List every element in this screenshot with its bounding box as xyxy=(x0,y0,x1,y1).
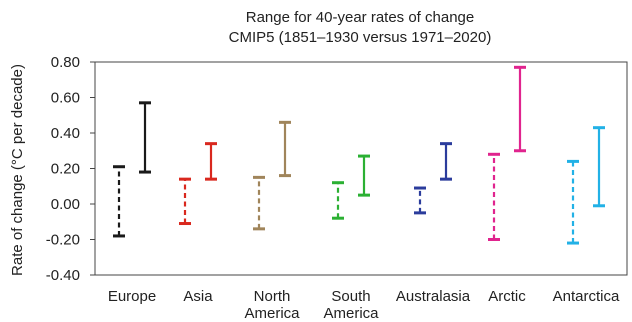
range-bar-late xyxy=(358,154,370,197)
range-bar-late xyxy=(205,142,217,181)
range-bar-early xyxy=(113,165,125,238)
range-bar-late xyxy=(593,126,605,208)
category-label: Europe xyxy=(108,288,156,305)
range-bar-early xyxy=(567,159,579,245)
category-label: South xyxy=(331,288,370,305)
range-bar-early xyxy=(414,186,426,215)
y-axis-label: Rate of change (°C per decade) xyxy=(9,64,26,276)
chart-title-line-1: Range for 40-year rates of change xyxy=(246,9,474,26)
chart-title-line-2: CMIP5 (1851–1930 versus 1971–2020) xyxy=(229,29,492,46)
category-labels: Europe Asia NorthAmericaSouthAmericaAustra… xyxy=(108,288,620,322)
category-label: Arctic xyxy=(488,288,526,305)
range-marks xyxy=(113,65,605,245)
plot-frame xyxy=(94,61,628,276)
range-bar-late xyxy=(514,65,526,153)
category-label: North xyxy=(254,288,291,305)
range-bar-late xyxy=(139,101,151,174)
y-axis: 0.80 0.60 0.40 0.20 0.00 -0.20 -0.40 xyxy=(46,54,95,284)
category-label: Antarctica xyxy=(553,288,620,305)
range-bar-early xyxy=(179,177,191,226)
category-label: America xyxy=(323,305,379,322)
range-bar-early xyxy=(253,175,265,231)
category-label: America xyxy=(244,305,300,322)
category-label: Australasia xyxy=(396,288,471,305)
y-tick-label: 0.80 xyxy=(51,54,80,71)
y-tick-label: -0.20 xyxy=(46,232,80,249)
category-label: Asia xyxy=(183,288,213,305)
y-tick-label: 0.20 xyxy=(51,161,80,178)
range-bar-late xyxy=(279,120,291,178)
y-tick-label: 0.60 xyxy=(51,90,80,107)
y-tick-label: 0.40 xyxy=(51,125,80,142)
y-tick-label: 0.00 xyxy=(51,196,80,213)
range-bar-late xyxy=(440,142,452,181)
y-tick-label: -0.40 xyxy=(46,267,80,284)
range-bar-early xyxy=(488,152,500,241)
range-bar-early xyxy=(332,181,344,220)
